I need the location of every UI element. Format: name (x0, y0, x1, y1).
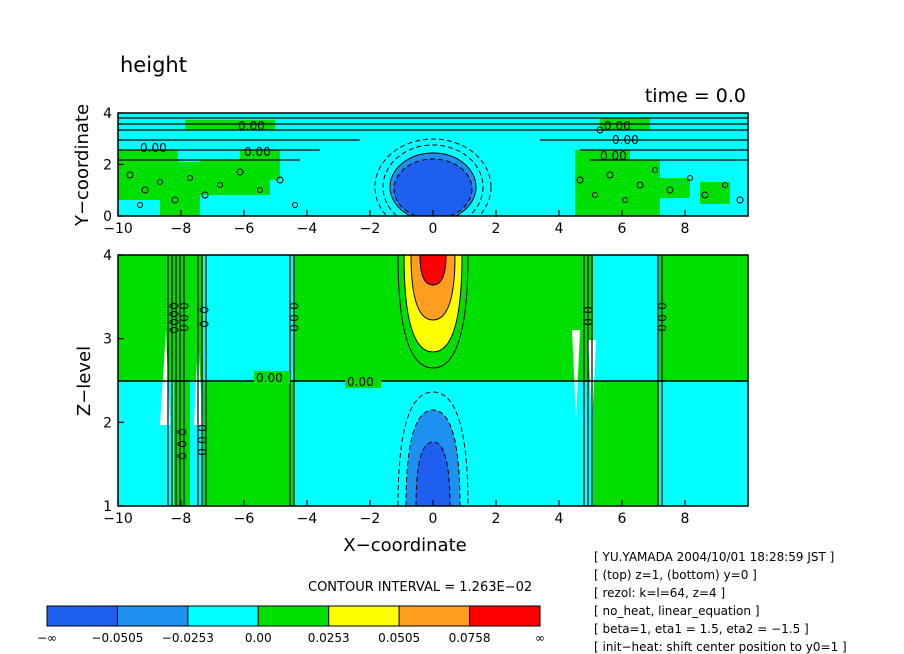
colorbar-label: −∞ (37, 631, 57, 645)
colorbar-swatch (469, 605, 541, 627)
info-line: [ beta=1, eta1 = 1.5, eta2 = −1.5 ] (594, 622, 809, 636)
top-contour-label: 0.00 (612, 133, 639, 147)
x-tick-label: −6 (234, 221, 255, 237)
bottom-contour-label: 0.00 (256, 371, 283, 385)
top-y-axis-label: Y−coordinate (72, 104, 93, 227)
colorbar-swatch (187, 605, 259, 627)
bottom-vertical-contours (167, 255, 663, 506)
x-tick-label: 8 (681, 511, 690, 527)
x-tick-label: 4 (555, 511, 564, 527)
x-tick-label: −10 (103, 511, 133, 527)
colorbar: −∞ −0.0505 −0.0253 0.00 0.0253 0.0505 0.0758 ∞ (37, 605, 545, 645)
x-tick-label: 8 (681, 221, 690, 237)
colorbar-label: −0.0505 (91, 631, 143, 645)
top-x-ticks: −10 −8 −6 −4 −2 0 2 4 6 8 (103, 210, 689, 237)
x-tick-label: −8 (171, 221, 192, 237)
colorbar-swatch (46, 605, 118, 627)
colorbar-label: −0.0253 (162, 631, 214, 645)
y-tick-label: 2 (103, 158, 112, 174)
bottom-y-axis-label: Z−level (74, 346, 95, 416)
colorbar-label: ∞ (535, 631, 545, 645)
colorbar-label: 0.0505 (378, 631, 420, 645)
info-line: [ init−heat: shift center position to y0… (594, 640, 847, 654)
y-tick-label: 0 (103, 209, 112, 225)
x-tick-label: 6 (618, 511, 627, 527)
info-line: [ (top) z=1, (bottom) y=0 ] (594, 568, 757, 582)
bottom-x-ticks: −10 −8 −6 −4 −2 0 2 4 6 8 (103, 500, 689, 527)
x-tick-label: −6 (234, 511, 255, 527)
x-tick-label: 6 (618, 221, 627, 237)
bottom-x-axis-label: X−coordinate (343, 535, 466, 556)
x-tick-label: −10 (103, 221, 133, 237)
colorbar-swatch (328, 605, 400, 627)
x-tick-label: 0 (429, 511, 438, 527)
colorbar-swatch (116, 605, 189, 627)
colorbar-label: 0.0253 (308, 631, 350, 645)
contour-interval: CONTOUR INTERVAL = 1.263E−02 (308, 580, 532, 595)
y-tick-label: 4 (103, 248, 112, 264)
top-contour-label: 0.00 (604, 119, 631, 133)
top-green-region (118, 118, 730, 216)
x-tick-label: 4 (555, 221, 564, 237)
top-y-ticks: 0 2 4 (103, 106, 124, 225)
x-tick-label: −4 (297, 511, 318, 527)
positive-plume (397, 255, 469, 369)
time-label: time = 0.0 (645, 85, 746, 107)
bottom-y-ticks: 1 2 3 4 (103, 248, 124, 515)
colorbar-label: 0.0758 (449, 631, 491, 645)
chart-title: height (120, 53, 187, 77)
y-tick-label: 1 (103, 499, 112, 515)
top-speckles (126, 126, 744, 208)
negative-plume (397, 391, 469, 506)
top-contour-labels: 0.00 0.00 0.00 0.00 0.00 0.00 (140, 119, 639, 163)
top-contour-label: 0.00 (244, 145, 271, 159)
bottom-bead-marks (169, 303, 667, 459)
bottom-contour-labels: 0.00 0.00 (254, 371, 381, 389)
colorbar-swatch (257, 605, 330, 627)
colorbar-swatch (398, 605, 471, 627)
info-line: [ YU.YAMADA 2004/10/01 18:28:59 JST ] (594, 550, 834, 564)
colorbar-label: 0.00 (245, 631, 272, 645)
y-tick-label: 4 (103, 106, 112, 122)
top-contour-panel (118, 113, 748, 216)
top-contour-lines (118, 117, 748, 161)
info-line: [ no_heat, linear_equation ] (594, 604, 760, 618)
bottom-contour-label: 0.00 (347, 375, 374, 389)
top-contour-label: 0.00 (238, 119, 265, 133)
x-tick-label: −8 (171, 511, 192, 527)
bottom-contour-panel (118, 255, 748, 506)
y-tick-label: 2 (103, 415, 112, 431)
y-tick-label: 3 (103, 332, 112, 348)
top-contour-label: 0.00 (140, 141, 167, 155)
x-tick-label: 2 (492, 221, 501, 237)
top-blob (374, 138, 492, 216)
x-tick-label: 2 (492, 511, 501, 527)
top-contour-label: 0.00 (600, 149, 627, 163)
x-tick-label: −2 (360, 221, 381, 237)
x-tick-label: −4 (297, 221, 318, 237)
info-line: [ rezol: k=l=64, z=4 ] (594, 586, 725, 600)
bottom-band-swaps (174, 255, 659, 506)
x-tick-label: 0 (429, 221, 438, 237)
info-block: [ YU.YAMADA 2004/10/01 18:28:59 JST ] [ … (594, 550, 847, 654)
x-tick-label: −2 (360, 511, 381, 527)
